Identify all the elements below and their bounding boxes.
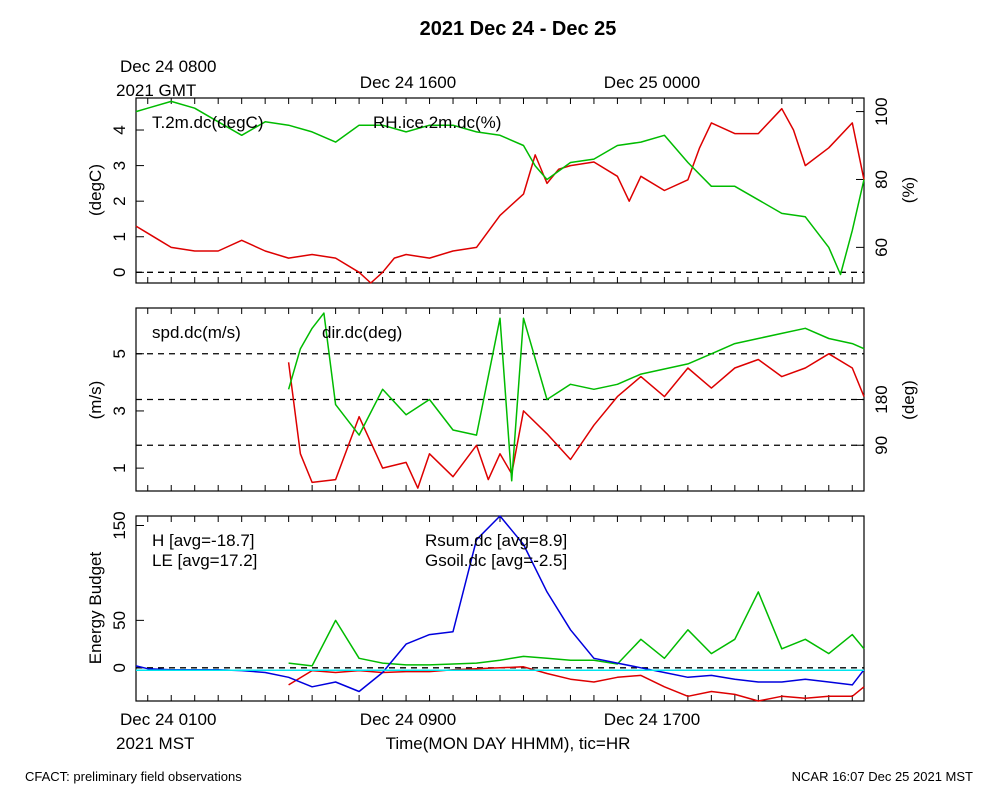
y-tick-label-left: 5 [110, 349, 129, 358]
series-line-rh-ice-2m-dc [135, 100, 865, 276]
chart-title: 2021 Dec 24 - Dec 25 [420, 18, 617, 40]
panel3-ylabel-left: Energy Budget [86, 551, 105, 664]
series-line-h [288, 666, 865, 702]
bottom-time-end: Dec 24 1700 [604, 710, 700, 729]
top-time-start: Dec 24 0800 [120, 57, 216, 76]
legend-latent-heat: LE [avg=17.2] [152, 551, 257, 570]
y-tick-label-left: 3 [110, 161, 129, 170]
y-tick-label-right: 100 [872, 97, 891, 125]
legend-radiation: Rsum.dc [avg=8.9] [425, 531, 567, 550]
bottom-time-start: Dec 24 0100 [120, 710, 216, 729]
bottom-time-start-zone: 2021 MST [116, 734, 194, 753]
legend-temperature: T.2m.dc(degC) [152, 113, 263, 132]
x-axis-label: Time(MON DAY HHMM), tic=HR [386, 734, 631, 753]
series-line-dir-dc [287, 312, 865, 482]
y-tick-label-right: 180 [872, 385, 891, 413]
panel1-ylabel-right: (%) [899, 177, 918, 203]
legend-soil-flux: Gsoil.dc [avg=-2.5] [425, 551, 567, 570]
y-tick-label-left: 150 [110, 511, 129, 539]
y-tick-label-left: 3 [110, 406, 129, 415]
legend-humidity: RH.ice.2m.dc(%) [373, 113, 501, 132]
bottom-time-mid: Dec 24 0900 [360, 710, 456, 729]
series-line-spd-dc [287, 353, 865, 489]
panel1-ylabel-left: (degC) [86, 164, 105, 216]
series-line-t-2m-dc [135, 107, 865, 284]
top-time-start-zone: 2021 GMT [116, 81, 196, 100]
footer-left: CFACT: preliminary field observations [25, 769, 242, 784]
y-tick-label-left: 0 [110, 663, 129, 672]
y-tick-label-left: 4 [110, 125, 129, 134]
y-tick-label-right: 90 [872, 436, 891, 455]
y-tick-label-right: 80 [872, 170, 891, 189]
legend-sensible-heat: H [avg=-18.7] [152, 531, 255, 550]
y-tick-label-left: 0 [110, 268, 129, 277]
y-tick-label-left: 2 [110, 196, 129, 205]
series-line-le [288, 591, 865, 667]
top-time-end: Dec 25 0000 [604, 73, 700, 92]
series-line-rsum-dc [135, 515, 865, 693]
y-tick-label-left: 1 [110, 232, 129, 241]
legend-speed: spd.dc(m/s) [152, 323, 241, 342]
footer-right: NCAR 16:07 Dec 25 2021 MST [792, 769, 973, 784]
top-time-mid: Dec 24 1600 [360, 73, 456, 92]
panel2-ylabel-right: (deg) [899, 380, 918, 420]
y-tick-label-left: 1 [110, 463, 129, 472]
panel2-ylabel-left: (m/s) [86, 381, 105, 420]
legend-direction: dir.dc(deg) [322, 323, 402, 342]
y-tick-label-right: 60 [872, 238, 891, 257]
y-tick-label-left: 50 [110, 611, 129, 630]
